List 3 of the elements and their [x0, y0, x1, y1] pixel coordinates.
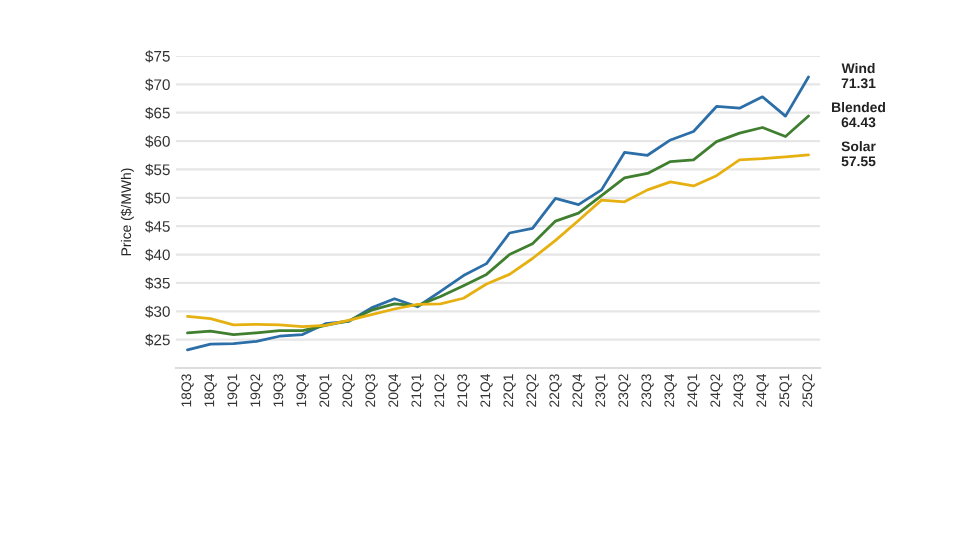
line-series: [186, 75, 810, 352]
line-series: [186, 153, 810, 328]
line-series: [186, 114, 810, 336]
